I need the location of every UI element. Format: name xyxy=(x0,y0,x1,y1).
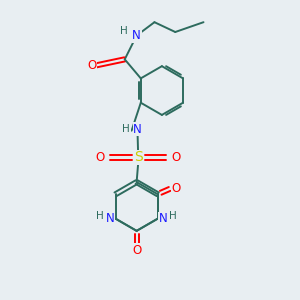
Text: S: S xyxy=(134,150,142,164)
Text: N: N xyxy=(132,29,141,42)
Text: H: H xyxy=(122,124,130,134)
Text: N: N xyxy=(159,212,167,225)
Text: O: O xyxy=(132,244,141,257)
Text: O: O xyxy=(172,182,181,195)
Text: O: O xyxy=(96,151,105,164)
Text: H: H xyxy=(120,26,128,36)
Text: O: O xyxy=(171,151,181,164)
Text: H: H xyxy=(169,211,177,221)
Text: H: H xyxy=(96,211,104,221)
Text: N: N xyxy=(106,212,115,225)
Text: N: N xyxy=(133,123,142,136)
Text: O: O xyxy=(87,59,97,72)
